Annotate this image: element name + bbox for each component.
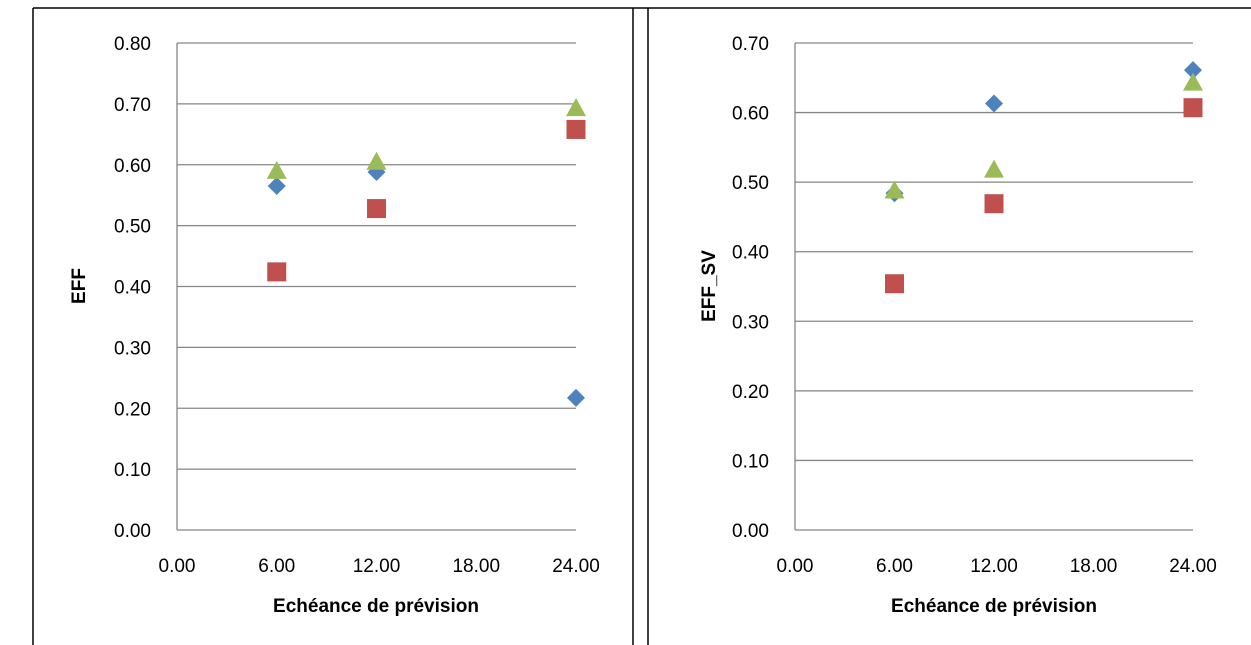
eff-y-tick-label: 0.20 <box>114 399 151 420</box>
chart-eff-y-axis-label: EFF <box>69 268 90 304</box>
eff-sv-diamond-marker <box>985 94 1003 113</box>
chart-eff-gridlines <box>177 42 576 470</box>
chart-eff-y-tick-labels: 0.00 0.10 0.20 0.30 0.40 0.50 0.60 0.70 0.80 <box>114 34 151 542</box>
eff-square-marker <box>566 119 586 139</box>
eff-sv-x-tick-label: 0.00 <box>777 556 814 577</box>
eff-sv-square-marker <box>984 194 1004 214</box>
eff-sv-y-tick-label: 0.30 <box>732 312 769 333</box>
table-borders <box>32 7 1251 645</box>
eff-y-tick-label: 0.00 <box>114 521 151 542</box>
chart-eff-sv-x-tick-labels: 0.00 6.00 12.00 18.00 24.00 <box>777 556 1217 577</box>
eff-y-tick-label: 0.50 <box>114 217 151 238</box>
chart-eff-x-axis-label: Echéance de prévision <box>273 596 479 617</box>
eff-sv-diamond-marker <box>1184 61 1202 80</box>
eff-y-tick-label: 0.40 <box>114 278 151 299</box>
eff-sv-x-tick-label: 18.00 <box>1070 556 1118 577</box>
eff-sv-y-tick-label: 0.60 <box>732 104 769 125</box>
eff-sv-x-tick-label: 24.00 <box>1169 556 1217 577</box>
eff-y-tick-label: 0.70 <box>114 95 151 116</box>
eff-x-tick-label: 18.00 <box>452 556 500 577</box>
chart-eff-sv-gridlines <box>795 42 1193 462</box>
eff-sv-triangle-marker <box>984 159 1004 178</box>
chart-eff-sv-y-tick-labels: 0.00 0.10 0.20 0.30 0.40 0.50 0.60 0.70 <box>732 34 769 542</box>
chart-eff-sv-x-axis-label: Echéance de prévision <box>891 596 1097 617</box>
chart-eff-sv-y-axis-label: EFF_SV <box>699 250 720 322</box>
eff-sv-y-tick-label: 0.20 <box>732 382 769 403</box>
chart-eff-sv-axes <box>794 43 1193 531</box>
eff-y-tick-label: 0.10 <box>114 460 151 481</box>
eff-y-tick-label: 0.60 <box>114 156 151 177</box>
eff-x-tick-label: 24.00 <box>552 556 600 577</box>
eff-sv-square-marker <box>885 274 904 294</box>
eff-sv-y-tick-label: 0.40 <box>732 243 769 264</box>
chart-eff-axes <box>176 43 576 531</box>
eff-square-marker <box>367 199 386 219</box>
chart-eff-sv: 0.00 0.10 0.20 0.30 0.40 0.50 0.60 0.70 0.00 6.0… <box>699 34 1217 617</box>
chart-eff-markers <box>266 98 586 407</box>
eff-sv-triangle-marker <box>884 180 905 199</box>
chart-eff-x-tick-labels: 0.00 6.00 12.00 18.00 24.00 <box>159 556 600 577</box>
eff-triangle-marker <box>266 160 287 179</box>
eff-diamond-marker <box>567 388 585 407</box>
eff-diamond-marker <box>267 177 286 196</box>
eff-y-tick-label: 0.30 <box>114 338 151 359</box>
eff-sv-y-tick-label: 0.50 <box>732 173 769 194</box>
eff-x-tick-label: 6.00 <box>258 556 295 577</box>
eff-x-tick-label: 0.00 <box>159 556 196 577</box>
eff-sv-triangle-marker <box>1183 72 1203 91</box>
eff-y-tick-label: 0.80 <box>114 34 151 55</box>
eff-square-marker <box>267 262 287 282</box>
eff-triangle-marker <box>366 151 387 170</box>
eff-sv-y-tick-label: 0.10 <box>732 451 769 472</box>
eff-sv-x-tick-label: 12.00 <box>970 556 1018 577</box>
eff-triangle-marker <box>566 98 586 117</box>
eff-sv-y-tick-label: 0.00 <box>732 521 769 542</box>
eff-sv-x-tick-label: 6.00 <box>876 556 913 577</box>
eff-x-tick-label: 12.00 <box>353 556 401 577</box>
chart-eff-sv-markers <box>884 61 1203 294</box>
eff-sv-y-tick-label: 0.70 <box>732 34 769 55</box>
chart-eff: 0.00 0.10 0.20 0.30 0.40 0.50 0.60 0.70 0.80 0.0… <box>69 34 600 617</box>
eff-sv-square-marker <box>1183 98 1203 118</box>
